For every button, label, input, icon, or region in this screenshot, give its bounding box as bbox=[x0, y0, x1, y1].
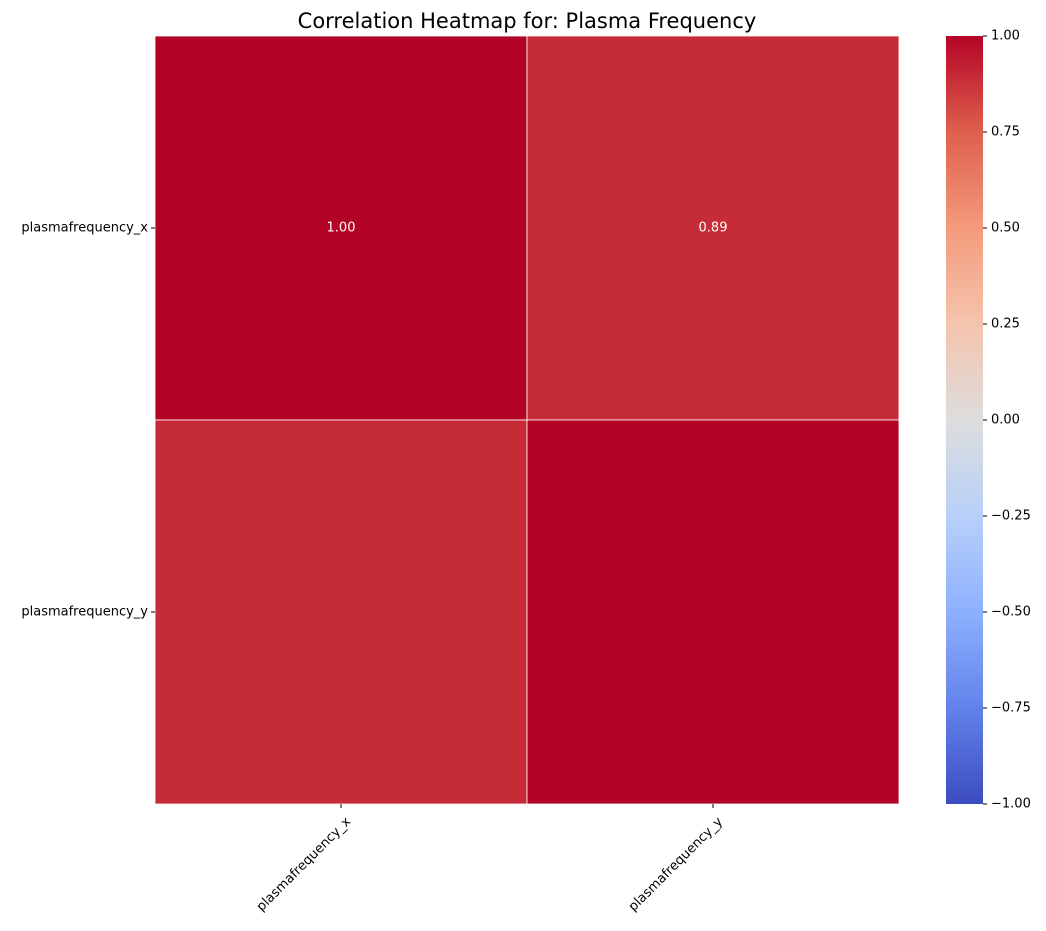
y-axis-ticks: plasmafrequency_x plasmafrequency_y bbox=[21, 221, 155, 620]
x-tick-label: plasmafrequency_y bbox=[626, 814, 726, 914]
chart-title: Correlation Heatmap for: Plasma Frequenc… bbox=[298, 9, 757, 33]
colorbar-tick-label: 0.00 bbox=[991, 413, 1020, 428]
colorbar-tick-label: 0.50 bbox=[991, 221, 1020, 236]
x-tick-label: plasmafrequency_x bbox=[254, 814, 354, 914]
heatmap-cell bbox=[526, 419, 900, 805]
colorbar-tick-label: −0.25 bbox=[991, 509, 1031, 524]
colorbar-tick-label: −0.50 bbox=[991, 605, 1031, 620]
y-tick-label: plasmafrequency_x bbox=[21, 221, 148, 236]
colorbar-tick-label: 0.25 bbox=[991, 317, 1020, 332]
x-axis-ticks: plasmafrequency_x plasmafrequency_y bbox=[254, 804, 726, 915]
colorbar-tick-label: 1.00 bbox=[991, 29, 1020, 44]
heatmap-cell bbox=[154, 35, 528, 421]
cell-value-label: 0.89 bbox=[699, 221, 728, 236]
colorbar-tick-label: −1.00 bbox=[991, 797, 1031, 812]
cell-value-label: 1.00 bbox=[327, 221, 356, 236]
heatmap-cells: 1.00 0.89 bbox=[154, 35, 900, 805]
colorbar bbox=[946, 36, 983, 804]
colorbar-tick-label: −0.75 bbox=[991, 701, 1031, 716]
colorbar-ticks: 1.00 0.75 0.50 0.25 0.00 −0.25 −0.50 −0.75 −1.00 bbox=[983, 29, 1031, 812]
colorbar-tick-label: 0.75 bbox=[991, 125, 1020, 140]
heatmap-cell bbox=[526, 35, 900, 421]
y-tick-label: plasmafrequency_y bbox=[21, 605, 148, 620]
heatmap-cell bbox=[154, 419, 528, 805]
